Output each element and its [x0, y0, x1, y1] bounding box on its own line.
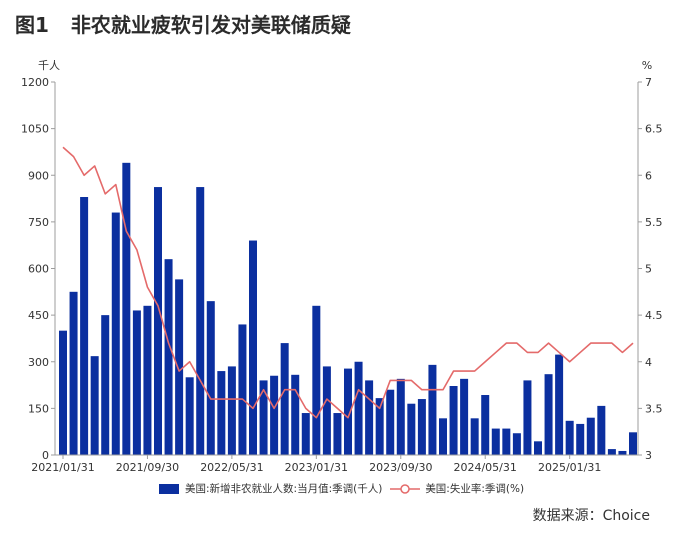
y-right-tick-label: 6.5: [645, 123, 663, 136]
bar: [544, 374, 553, 455]
bar: [629, 432, 637, 455]
bar: [333, 413, 342, 455]
bar: [69, 291, 78, 455]
x-tick-label: 2021/09/30: [116, 461, 179, 474]
bar: [206, 301, 215, 455]
x-tick-label: 2024/05/31: [453, 461, 516, 474]
bar: [502, 428, 511, 455]
bar: [312, 305, 321, 455]
y-left-tick-label: 450: [28, 309, 49, 322]
y-right-tick-label: 3: [645, 449, 652, 462]
y-right-tick-label: 4.5: [645, 309, 663, 322]
bar: [618, 450, 627, 455]
y-right-unit: %: [642, 59, 652, 72]
y-right-tick-label: 4: [645, 356, 652, 369]
y-right-tick-label: 3.5: [645, 402, 663, 415]
y-left-tick-label: 150: [28, 402, 49, 415]
bar: [217, 371, 226, 455]
bar: [101, 315, 110, 456]
bar: [607, 449, 616, 455]
bar: [164, 259, 173, 455]
bar: [111, 212, 120, 455]
bar: [291, 374, 300, 455]
bar: [196, 187, 205, 455]
y-left-tick-label: 1050: [21, 123, 49, 136]
bar: [460, 378, 469, 455]
bar: [449, 386, 458, 455]
bar: [576, 423, 585, 455]
bar: [470, 418, 479, 455]
y-left-tick-label: 1200: [21, 76, 49, 89]
bar: [59, 330, 67, 455]
bar: [534, 441, 542, 455]
bar: [143, 305, 152, 455]
legend-label-unemployment: 美国:失业率:季调(%): [425, 483, 525, 495]
bar: [386, 389, 395, 455]
y-right-tick-label: 5: [645, 263, 652, 276]
bar: [122, 162, 131, 455]
bar: [565, 420, 574, 455]
x-tick-label: 2021/01/31: [31, 461, 94, 474]
bar: [512, 433, 521, 455]
y-left-tick-label: 300: [28, 356, 49, 369]
bar: [132, 310, 141, 455]
bar: [491, 428, 500, 455]
chart-legend: 美国:新增非农就业人数:当月值:季调(千人) 美国:失业率:季调(%): [159, 481, 524, 496]
bar: [344, 368, 352, 455]
bar: [154, 187, 162, 455]
data-source: 数据来源：Choice: [532, 508, 650, 524]
bar: [407, 403, 416, 455]
x-tick-label: 2023/09/30: [369, 461, 432, 474]
bar: [90, 356, 99, 455]
bar: [365, 380, 374, 455]
bar: [322, 366, 331, 455]
y-left-tick-label: 900: [28, 169, 49, 182]
bar: [270, 375, 279, 455]
bar: [555, 354, 564, 455]
legend-bar-swatch: [159, 483, 179, 494]
bar: [428, 364, 437, 455]
unemployment-rate-line: [62, 146, 634, 419]
bar: [523, 380, 532, 455]
y-left-unit: 千人: [38, 59, 60, 72]
bar: [439, 418, 447, 455]
bar: [238, 324, 247, 455]
x-tick-label: 2023/01/31: [285, 461, 348, 474]
y-left-tick-label: 0: [42, 449, 49, 462]
figure-title: 非农就业疲软引发对美联储质疑: [70, 13, 351, 37]
y-left-tick-label: 750: [28, 216, 49, 229]
figure-label: 图1: [15, 13, 49, 37]
bar: [185, 377, 194, 455]
bar: [597, 405, 606, 455]
bar-series-payrolls: [59, 162, 637, 456]
bar: [249, 240, 257, 455]
bar: [354, 361, 363, 455]
bar: [301, 413, 310, 455]
legend-marker: [400, 483, 411, 494]
y-right-tick-label: 6: [645, 169, 652, 182]
y-left-tick-label: 600: [28, 263, 49, 276]
legend-label-payrolls: 美国:新增非农就业人数:当月值:季调(千人): [185, 483, 383, 495]
bar: [586, 417, 595, 455]
x-tick-label: 2022/05/31: [200, 461, 263, 474]
legend-line-swatch: [390, 483, 421, 494]
bar: [417, 399, 426, 455]
bar: [396, 378, 405, 455]
bar: [375, 398, 384, 455]
chart-title: 图1 非农就业疲软引发对美联储质疑: [15, 11, 351, 39]
bar: [481, 395, 490, 455]
y-right-tick-label: 5.5: [645, 216, 663, 229]
bar: [259, 380, 268, 455]
bar: [227, 366, 236, 455]
legend-item-unemployment: 美国:失业率:季调(%): [390, 481, 524, 496]
y-right-tick-label: 7: [645, 76, 652, 89]
bar: [175, 279, 184, 455]
bar: [280, 343, 289, 455]
x-tick-label: 2025/01/31: [538, 461, 601, 474]
bar: [80, 197, 89, 455]
legend-item-payrolls: 美国:新增非农就业人数:当月值:季调(千人): [159, 481, 382, 496]
